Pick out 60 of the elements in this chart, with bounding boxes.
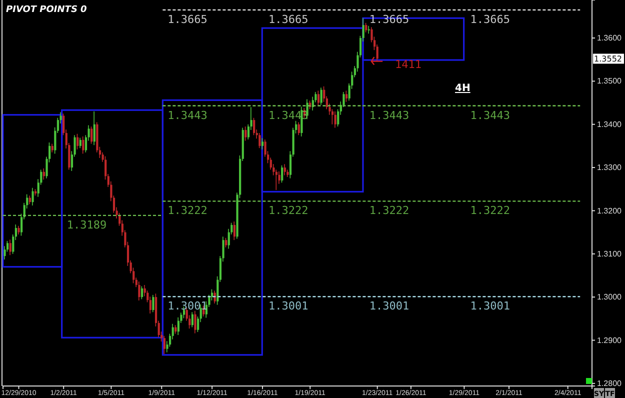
candlestick (258, 132, 261, 148)
candlestick (163, 336, 166, 354)
candlestick (225, 238, 228, 248)
candlestick (191, 312, 194, 328)
y-tick-label: 1.3600 (597, 34, 622, 43)
y-tick-label: 1.3200 (597, 206, 622, 216)
text: 1.3222 (470, 204, 510, 218)
y-tick-label: 1.2800 (597, 378, 622, 388)
y-tick-label: 1.3400 (597, 120, 622, 129)
candlestick (334, 110, 336, 128)
text: 1.3001 (470, 300, 510, 313)
candlestick (233, 221, 236, 240)
candlestick (79, 137, 82, 148)
candlestick (149, 296, 152, 314)
y-tick-label: 1.3500 (597, 76, 622, 86)
candlestick (177, 316, 180, 336)
ref-line-label: 1.3189 (66, 218, 107, 232)
annotation: 1411 (395, 58, 422, 71)
text: 1.3001 (369, 300, 410, 313)
y-tick-label: 1.3000 (597, 292, 622, 302)
candlestick (298, 122, 300, 136)
candlestick (281, 164, 284, 184)
candlestick (93, 110, 96, 146)
candlestick (140, 286, 144, 300)
text: 1.3222 (369, 204, 410, 218)
candlestick (76, 133, 79, 150)
ref-line-label: 1.3665 (168, 12, 208, 26)
candlestick (214, 290, 216, 304)
candlestick (345, 90, 348, 102)
text: 1.3665 (268, 12, 308, 26)
candlestick (82, 136, 84, 154)
candlestick (32, 187, 34, 206)
candlestick (320, 87, 322, 106)
candlestick (365, 22, 368, 33)
ref-line-label: 1.3443 (168, 108, 208, 122)
candlestick (152, 294, 154, 313)
candlestick (275, 169, 278, 190)
candlestick (194, 310, 196, 334)
annotation: 4H (455, 83, 470, 94)
text: 1.3222 (268, 204, 308, 218)
candlestick (261, 138, 264, 150)
candlestick (90, 126, 93, 144)
text: 1.3001 (268, 300, 308, 313)
text: 1.3443 (470, 108, 510, 122)
text: 1.3443 (369, 108, 410, 122)
candlestick (284, 164, 286, 176)
candlestick (244, 126, 247, 142)
y-tick-label: 1.3300 (597, 163, 622, 172)
candlestick (253, 117, 256, 136)
y-tick-label: 1.3100 (597, 249, 622, 258)
ref-line-label: 1.3222 (168, 204, 208, 218)
y-tick-label: 1.2900 (597, 336, 622, 345)
candlestick (376, 44, 378, 62)
candlestick (317, 90, 320, 107)
candlestick (368, 26, 370, 34)
annotation: 1.3552 (594, 54, 622, 64)
candlestick (138, 281, 140, 301)
text: PIVOT POINTS 0 (6, 5, 87, 15)
text: 1.3665 (470, 12, 510, 26)
candlestick (9, 239, 12, 256)
